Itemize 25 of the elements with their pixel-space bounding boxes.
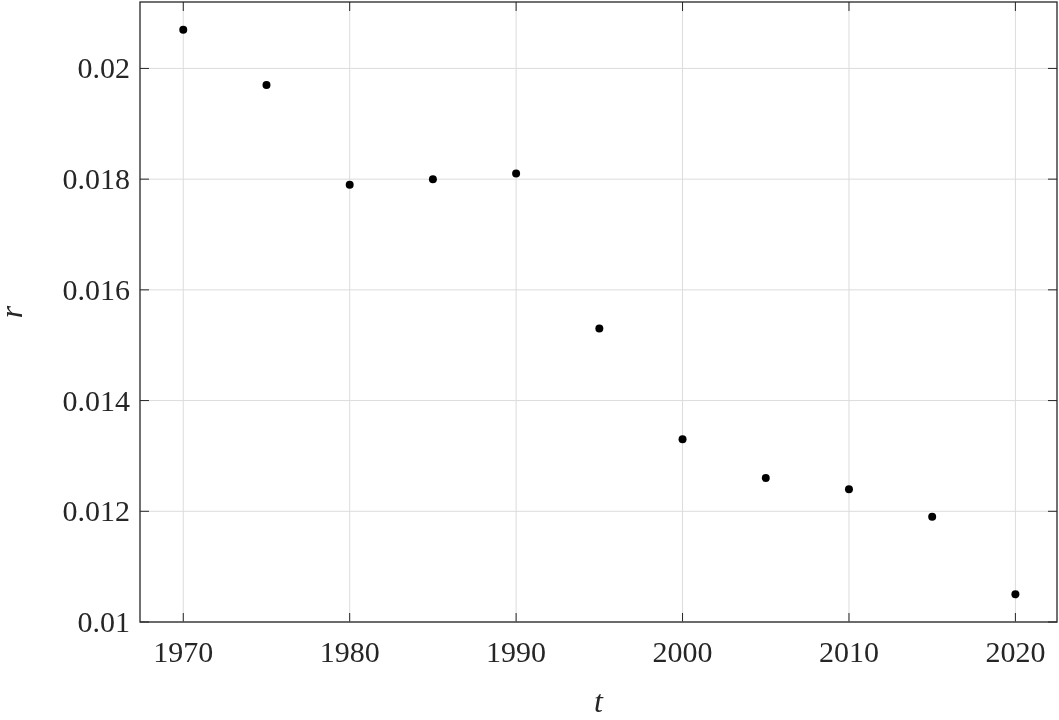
- y-tick-label: 0.01: [77, 605, 130, 638]
- x-axis-title: t: [594, 683, 605, 719]
- point: [678, 435, 687, 444]
- point: [428, 175, 437, 184]
- y-tick-label: 0.012: [62, 494, 130, 528]
- point: [761, 474, 770, 483]
- x-tick-label: 1990: [486, 635, 547, 668]
- y-axis-title: r: [0, 305, 29, 319]
- x-tick-label: 1980: [319, 635, 380, 668]
- x-tick-label: 2020: [985, 635, 1046, 668]
- point: [1011, 590, 1020, 599]
- y-tick-label: 0.02: [77, 51, 130, 85]
- point: [928, 512, 937, 521]
- y-tick-label: 0.018: [62, 162, 130, 196]
- y-tick-label: 0.014: [62, 383, 130, 417]
- x-tick-label: 2010: [818, 635, 879, 668]
- point: [512, 169, 521, 178]
- y-tick-label: 0.016: [62, 272, 130, 306]
- point: [179, 25, 188, 34]
- x-tick-label: 1970: [153, 635, 214, 668]
- point: [595, 324, 604, 333]
- point: [844, 485, 853, 494]
- point: [262, 81, 271, 90]
- x-tick-label: 2000: [652, 635, 713, 668]
- point: [345, 180, 354, 189]
